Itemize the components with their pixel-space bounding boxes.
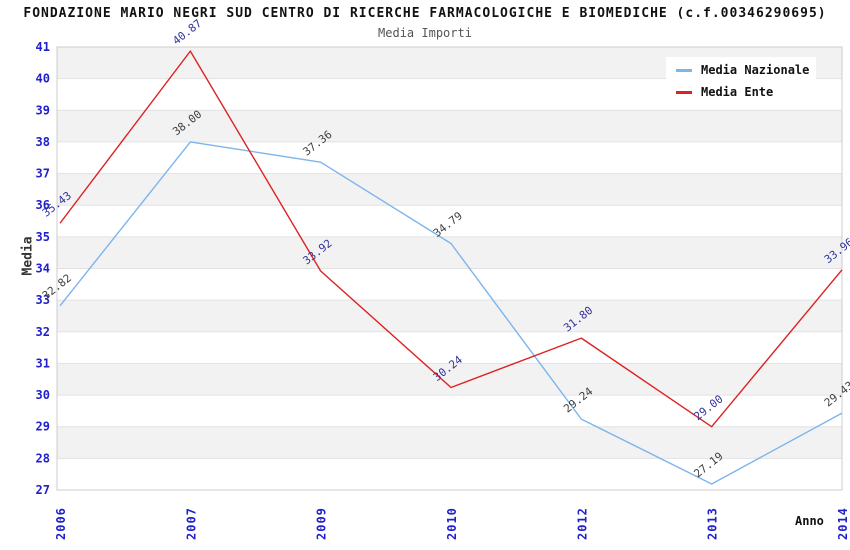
x-tick-label: 2013 — [706, 507, 720, 540]
legend-item-media-nazionale[interactable]: Media Nazionale — [666, 59, 816, 81]
series-line — [59, 141, 843, 485]
series-line — [59, 50, 843, 428]
y-tick-label: 36 — [36, 198, 50, 212]
plot-border — [56, 46, 843, 491]
x-tick-label: 2007 — [184, 507, 198, 540]
data-label: 34.79 — [431, 209, 465, 240]
y-tick-label: 32 — [36, 325, 50, 339]
x-tick-labels: 2006 2007 2009 2010 2012 2013 2014 — [54, 507, 850, 540]
page-title: FONDAZIONE MARIO NEGRI SUD CENTRO DI RIC… — [23, 6, 827, 21]
legend: Media Nazionale Media Ente — [666, 57, 816, 105]
legend-label: Media Ente — [701, 85, 774, 99]
plot-bands — [57, 47, 842, 459]
y-axis-title: Media — [20, 236, 36, 276]
plot-band — [57, 236, 842, 269]
x-tick-label: 2010 — [445, 507, 459, 540]
y-tick-label: 33 — [36, 293, 50, 307]
data-label: 29.00 — [692, 392, 726, 423]
y-tick-labels: 27 28 29 30 31 32 33 34 35 36 37 38 39 40 41 — [36, 40, 50, 497]
y-tick-label: 30 — [36, 388, 50, 402]
plot-band — [57, 173, 842, 206]
chart-subtitle: Media Importi — [378, 26, 472, 40]
y-tick-label: 41 — [36, 40, 50, 54]
plot-band — [57, 426, 842, 459]
x-tick-label: 2014 — [836, 507, 850, 540]
x-tick-label: 2012 — [575, 507, 589, 540]
data-label: 40.87 — [170, 17, 204, 48]
y-tick-label: 35 — [36, 230, 50, 244]
y-tick-label: 27 — [36, 483, 50, 497]
plot-band — [57, 363, 842, 396]
x-tick-label: 2006 — [54, 507, 68, 540]
y-tick-label: 39 — [36, 103, 50, 117]
x-axis-title: Anno — [795, 514, 824, 528]
y-tick-label: 31 — [36, 356, 50, 370]
y-tick-label: 38 — [36, 135, 50, 149]
y-tick-label: 28 — [36, 451, 50, 465]
legend-line-swatch-red-icon — [676, 90, 692, 94]
legend-label: Media Nazionale — [701, 63, 810, 77]
legend-item-media-ente[interactable]: Media Ente — [666, 81, 816, 103]
y-tick-label: 29 — [36, 420, 50, 434]
y-tick-label: 37 — [36, 167, 50, 181]
x-tick-label: 2009 — [315, 507, 329, 540]
legend-line-swatch-blue-icon — [676, 68, 692, 72]
y-tick-label: 34 — [36, 262, 50, 276]
y-tick-label: 40 — [36, 72, 50, 86]
plot-band — [57, 300, 842, 332]
plot-band — [57, 110, 842, 142]
